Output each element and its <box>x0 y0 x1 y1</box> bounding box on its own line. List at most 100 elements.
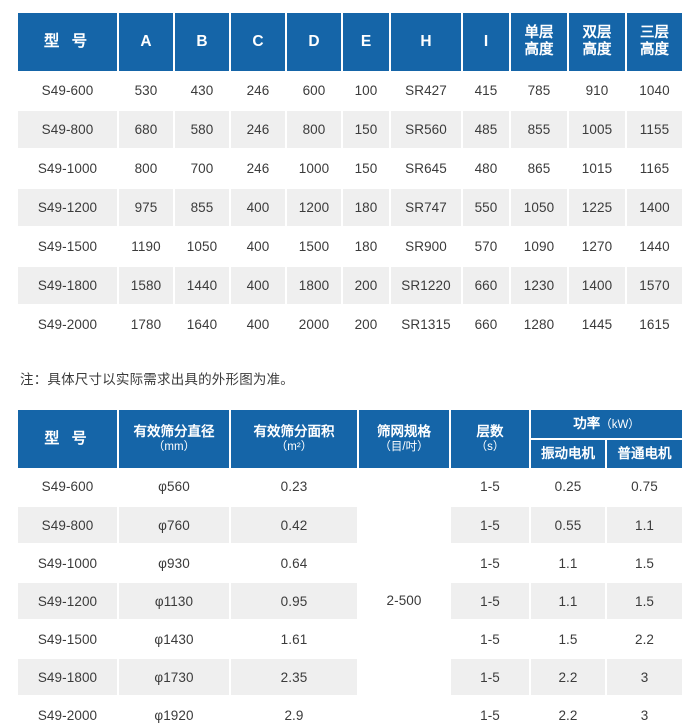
cell-mesh-specification: 2-500 <box>358 468 451 726</box>
dimensions-table: 型 号 A B C D E H I 单层 高度 双层 高度 三层 高度 S49-600… <box>18 13 682 345</box>
table-row: S49-800 680 580 246 800 150 SR560 485 855 1005 115… <box>18 110 682 150</box>
cell-value: 180 <box>342 227 391 267</box>
table-row: S49-1200 φ1130 0.95 1-5 1.1 1.5 <box>18 582 683 621</box>
header-line: 高度 <box>582 42 612 58</box>
cell-value: 400 <box>230 227 287 267</box>
cell-value: 400 <box>230 266 287 306</box>
table-note: 注：具体尺寸以实际需求出具的外形图为准。 <box>20 372 294 387</box>
cell-layer-count: 1-5 <box>450 582 531 621</box>
dimensions-header-row: 型 号 A B C D E H I 单层 高度 双层 高度 三层 高度 <box>18 13 682 71</box>
cell-model: S49-800 <box>18 110 119 150</box>
header-line: C <box>252 32 264 50</box>
header-label-effective-screening-area: 有效筛分面积 <box>253 423 335 439</box>
cell-value: 1640 <box>174 305 231 345</box>
capacity-table-body: S49-600 φ560 0.23 2-500 1-5 0.25 0.75 S49-800 φ7… <box>18 468 683 726</box>
table-row: S49-1000 800 700 246 1000 150 SR645 480 865 1015 1… <box>18 149 682 189</box>
cell-value: 150 <box>342 149 391 189</box>
cell-value: 430 <box>174 71 231 111</box>
header-cell-model: 型 号 <box>18 13 119 71</box>
cell-effective-screening-diameter: φ1430 <box>118 620 231 659</box>
cell-model: S49-1800 <box>18 266 119 306</box>
cell-model: S49-1500 <box>18 620 119 659</box>
capacity-header-row-secondary: 振动电机 普通电机 <box>18 438 683 468</box>
cell-effective-screening-area: 0.64 <box>230 544 359 583</box>
table-row: S49-600 530 430 246 600 100 SR427 415 785 910 1040 <box>18 71 682 111</box>
cell-value: 246 <box>230 71 287 111</box>
table-row: S49-1000 φ930 0.64 1-5 1.1 1.5 <box>18 544 683 583</box>
cell-value: 1090 <box>510 227 569 267</box>
header-unit-kilowatt: （kW） <box>600 418 640 431</box>
cell-value: 200 <box>342 266 391 306</box>
cell-value: 246 <box>230 110 287 150</box>
cell-value: 680 <box>118 110 175 150</box>
cell-value: 1190 <box>118 227 175 267</box>
cell-effective-screening-diameter: φ1920 <box>118 696 231 726</box>
cell-layer-count: 1-5 <box>450 544 531 583</box>
header-cell-power-group: 功率（kW） <box>530 410 683 439</box>
cell-value: 800 <box>286 110 343 150</box>
capacity-table: 型 号 有效筛分直径 （mm） 有效筛分面积 （m²） 筛网规格 （目/吋） <box>18 410 683 726</box>
cell-vibration-motor-power: 0.55 <box>530 506 607 545</box>
header-line: A <box>140 32 152 50</box>
header-line: I <box>483 32 489 50</box>
header-line: 型 号 <box>43 32 92 50</box>
cell-value: 1165 <box>626 149 682 189</box>
capacity-header-row-primary: 型 号 有效筛分直径 （mm） 有效筛分面积 （m²） 筛网规格 （目/吋） <box>18 410 683 468</box>
capacity-table-head: 型 号 有效筛分直径 （mm） 有效筛分面积 （m²） 筛网规格 （目/吋） <box>18 410 683 468</box>
header-cell-mesh-specification: 筛网规格 （目/吋） <box>358 410 451 468</box>
cell-vibration-motor-power: 2.2 <box>530 658 607 697</box>
header-line: D <box>308 32 320 50</box>
header-cell-normal-motor: 普通电机 <box>606 438 683 468</box>
cell-value: 1580 <box>118 266 175 306</box>
cell-model: S49-1200 <box>18 582 119 621</box>
cell-value: 1500 <box>286 227 343 267</box>
cell-value: 855 <box>174 188 231 228</box>
cell-value: 660 <box>462 305 511 345</box>
cell-value: 246 <box>230 149 287 189</box>
header-unit-layers: （s） <box>475 440 505 453</box>
header-line: 单层 <box>524 24 554 41</box>
dimensions-table-head: 型 号 A B C D E H I 单层 高度 双层 高度 三层 高度 <box>18 13 682 71</box>
cell-value: 1440 <box>174 266 231 306</box>
cell-model: S49-800 <box>18 506 119 545</box>
table-row: S49-1500 φ1430 1.61 1-5 1.5 2.2 <box>18 620 683 659</box>
cell-value: 100 <box>342 71 391 111</box>
header-line: 三层 <box>640 24 669 41</box>
cell-value: 1400 <box>568 266 627 306</box>
header-unit-mesh-per-inch: （目/吋） <box>379 440 429 453</box>
cell-value: 1155 <box>626 110 682 150</box>
header-cell-i: I <box>462 13 511 71</box>
cell-value: 975 <box>118 188 175 228</box>
cell-effective-screening-diameter: φ760 <box>118 506 231 545</box>
cell-value: 1005 <box>568 110 627 150</box>
cell-value: 1440 <box>626 227 682 267</box>
cell-value: SR427 <box>390 71 463 111</box>
header-line: H <box>420 32 432 50</box>
cell-normal-motor-power: 1.5 <box>606 544 683 583</box>
cell-effective-screening-area: 0.23 <box>230 468 359 507</box>
cell-value: 1445 <box>568 305 627 345</box>
header-cell-d: D <box>286 13 343 71</box>
cell-vibration-motor-power: 2.2 <box>530 696 607 726</box>
header-cell-single-layer-height: 单层 高度 <box>510 13 569 71</box>
table-row: S49-2000 1780 1640 400 2000 200 SR1315 660 1280 1… <box>18 305 682 345</box>
cell-value: 600 <box>286 71 343 111</box>
cell-value: 1040 <box>626 71 682 111</box>
cell-effective-screening-area: 0.42 <box>230 506 359 545</box>
table-row: S49-1200 975 855 400 1200 180 SR747 550 1050 1225… <box>18 188 682 228</box>
cell-vibration-motor-power: 1.5 <box>530 620 607 659</box>
header-label-effective-screening-diameter: 有效筛分直径 <box>133 423 215 439</box>
cell-effective-screening-area: 2.35 <box>230 658 359 697</box>
cell-layer-count: 1-5 <box>450 468 531 507</box>
cell-effective-screening-diameter: φ1130 <box>118 582 231 621</box>
header-unit-millimeter: （mm） <box>152 440 196 453</box>
header-cell-layer-count: 层数 （s） <box>450 410 531 468</box>
cell-value: 530 <box>118 71 175 111</box>
header-cell-double-layer-height: 双层 高度 <box>568 13 627 71</box>
table-row: S49-2000 φ1920 2.9 1-5 2.2 3 <box>18 696 683 726</box>
header-cell-model: 型 号 <box>18 410 119 468</box>
cell-vibration-motor-power: 1.1 <box>530 582 607 621</box>
cell-normal-motor-power: 3 <box>606 658 683 697</box>
header-line: E <box>360 32 372 50</box>
